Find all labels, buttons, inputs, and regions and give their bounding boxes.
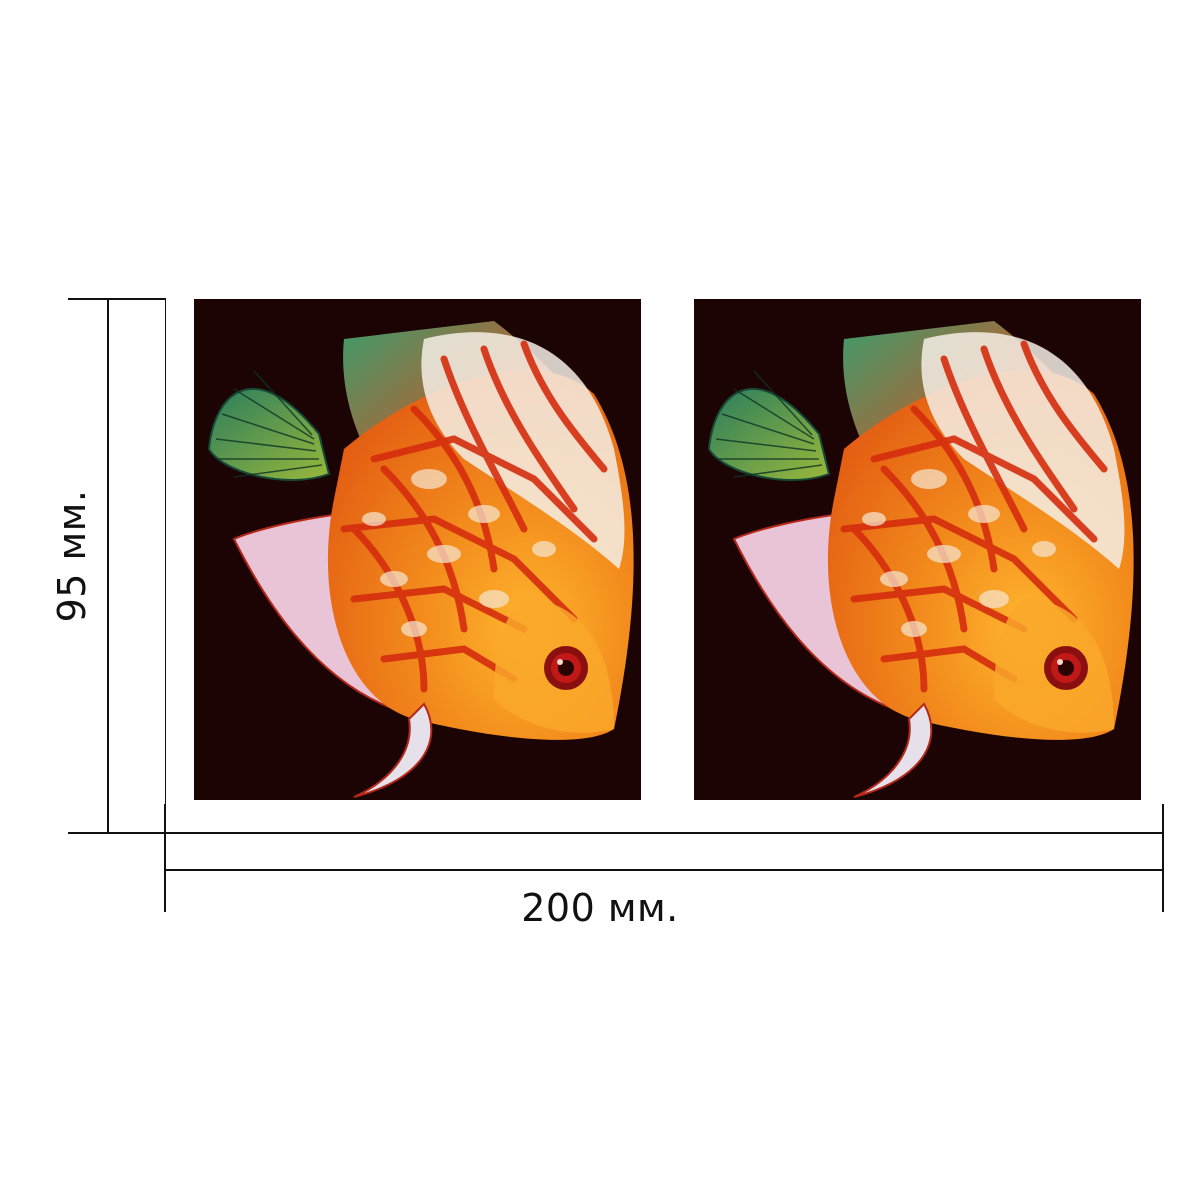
height-guide-top-tick	[68, 298, 166, 300]
width-guide-left-tick	[164, 804, 166, 912]
width-guide-line	[164, 869, 1164, 871]
product-panel-right	[694, 299, 1141, 800]
width-guide-top-line	[164, 832, 1164, 834]
discus-fish-illustration	[194, 299, 641, 800]
height-label: 95 мм.	[50, 489, 94, 623]
width-guide-right-tick	[1162, 804, 1164, 912]
discus-fish-illustration	[694, 299, 1141, 800]
height-guide-bottom-tick	[68, 832, 166, 834]
height-guide-inner-line	[165, 298, 166, 834]
width-label: 200 мм.	[521, 886, 679, 930]
product-panel-left	[194, 299, 641, 800]
height-guide-line	[107, 298, 109, 834]
